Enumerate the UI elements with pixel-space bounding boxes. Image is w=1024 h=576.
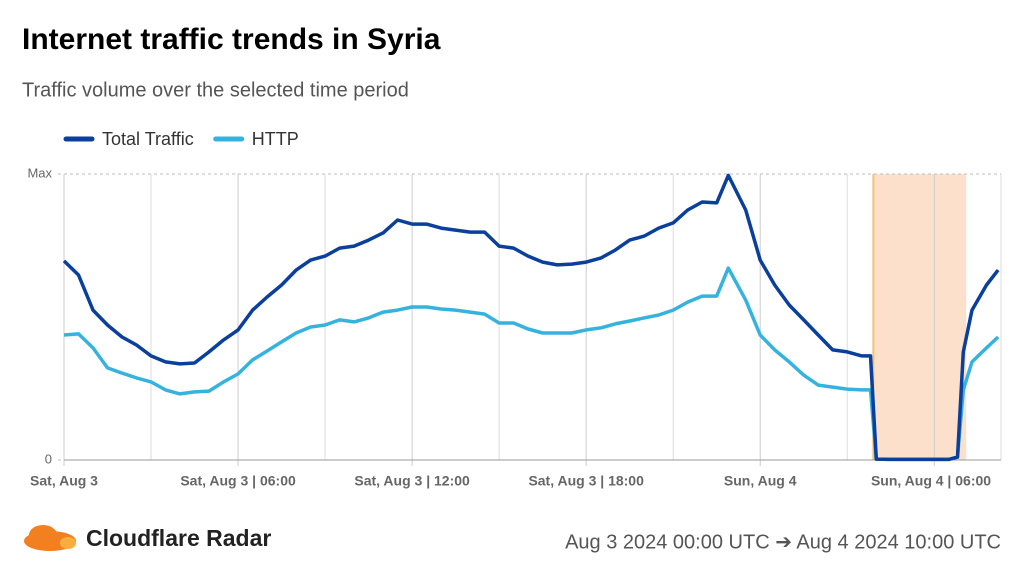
line-series xyxy=(63,266,1000,462)
highlight-region xyxy=(873,174,967,460)
x-tick-label: Sat, Aug 3 | 12:00 xyxy=(354,473,470,489)
y-tick-label: 0 xyxy=(45,451,52,466)
line-series xyxy=(62,173,1000,462)
x-tick-label: Sat, Aug 3 xyxy=(30,473,98,489)
x-tick-label: Sun, Aug 4 | 06:00 xyxy=(871,473,991,489)
brand: Cloudflare Radar xyxy=(86,525,271,551)
chart-title: Internet traffic trends in Syria xyxy=(22,23,441,56)
legend-label: HTTP xyxy=(252,129,299,149)
x-tick-label: Sat, Aug 3 | 06:00 xyxy=(180,473,296,489)
legend-label: Total Traffic xyxy=(102,129,194,149)
y-tick-label: Max xyxy=(27,165,52,180)
x-tick-label: Sun, Aug 4 xyxy=(724,473,797,489)
logo xyxy=(24,525,76,551)
date-range: Aug 3 2024 00:00 UTC ➔ Aug 4 2024 10:00 … xyxy=(565,531,1001,553)
chart-subtitle: Traffic volume over the selected time pe… xyxy=(22,79,409,101)
x-tick-label: Sat, Aug 3 | 18:00 xyxy=(528,473,644,489)
